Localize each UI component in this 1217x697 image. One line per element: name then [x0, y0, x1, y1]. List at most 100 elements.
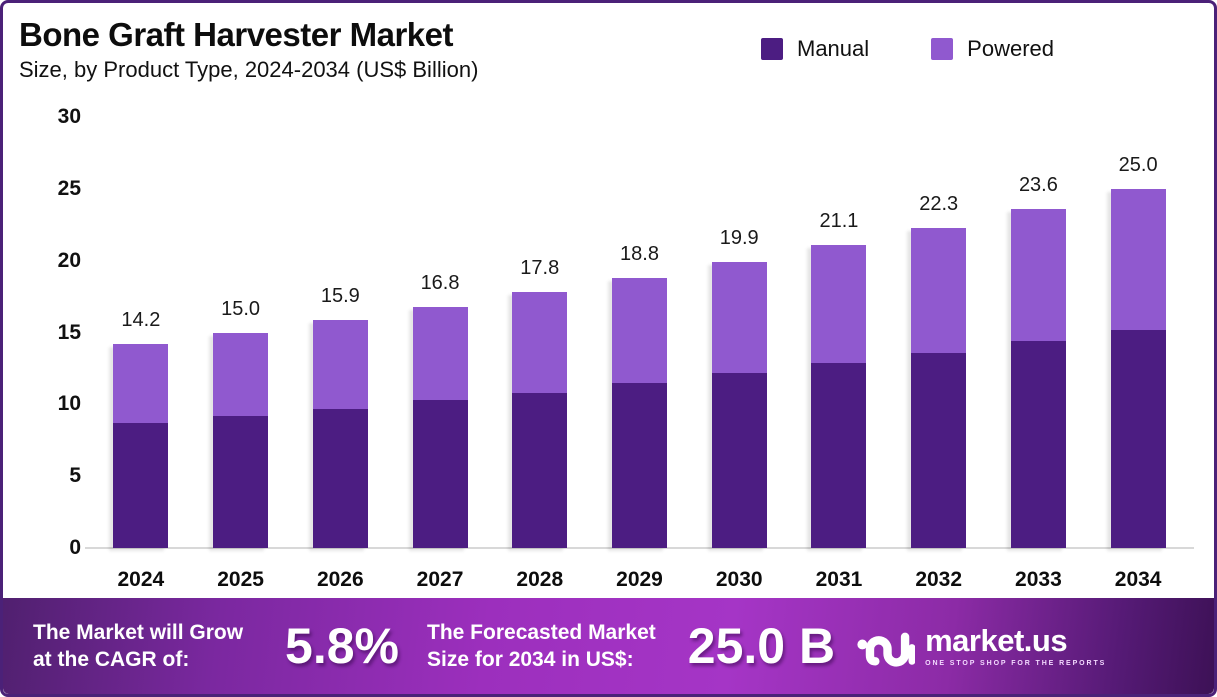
manual-segment [412, 400, 468, 548]
x-axis-label: 2034 [1114, 568, 1162, 591]
manual-segment [312, 408, 368, 548]
manual-segment [213, 415, 269, 548]
y-tick-label: 20 [57, 248, 81, 272]
bar-group-2026: 15.9 2026 [312, 117, 368, 591]
manual-segment [612, 382, 667, 548]
manual-segment [811, 362, 867, 548]
powered-segment [512, 292, 568, 393]
powered-segment [312, 319, 368, 409]
x-axis-label: 2032 [915, 568, 963, 591]
x-axis-label: 2024 [117, 568, 165, 591]
cagr-label-line2: at the CAGR of: [33, 648, 190, 671]
manual-segment [512, 392, 568, 548]
powered-segment [113, 344, 169, 424]
footer-banner: The Market will Grow at the CAGR of: 5.8… [3, 598, 1214, 694]
powered-segment [811, 244, 867, 363]
legend-label: Manual [797, 36, 870, 61]
powered-segment [1110, 188, 1166, 330]
y-axis: 0 5 10 15 20 25 30 [13, 105, 81, 559]
marketus-squiggle-icon [857, 632, 916, 667]
x-axis-label: 2029 [616, 568, 663, 591]
bar-stack [612, 277, 667, 548]
bar-total-label: 16.8 [420, 271, 460, 294]
bar-group-2031: 21.1 2031 [811, 117, 867, 591]
forecast-label-line1: The Forecasted Market [427, 620, 656, 644]
bar-stack [1110, 188, 1166, 548]
bar-total-label: 18.8 [620, 242, 659, 265]
y-tick-label: 30 [57, 105, 81, 128]
manual-swatch-icon [761, 38, 783, 60]
bar-total-label: 25.0 [1118, 153, 1158, 176]
x-axis-baseline [85, 547, 1194, 549]
y-tick-label: 25 [57, 176, 81, 200]
x-axis-label: 2033 [1015, 568, 1062, 591]
powered-segment [612, 277, 667, 383]
brand-tagline: ONE STOP SHOP FOR THE REPORTS [925, 660, 1107, 667]
x-axis-label: 2028 [516, 568, 564, 591]
manual-segment [1110, 329, 1166, 548]
forecast-label: The Forecasted Market Size for 2034 in U… [427, 619, 656, 674]
bar-total-label: 22.3 [919, 192, 959, 215]
bar-total-label: 21.1 [819, 209, 859, 232]
bar-total-label: 19.9 [719, 227, 759, 250]
bar-stack [911, 227, 967, 548]
bar-group-2033: 23.6 2033 [1010, 117, 1066, 591]
bar-stack [1010, 208, 1066, 548]
forecast-label-line2: Size for 2034 in US$: [427, 648, 634, 671]
manual-segment [911, 352, 967, 548]
legend: Manual Powered [761, 36, 1054, 62]
bar-stack [512, 292, 568, 548]
brand-text: market.us ONE STOP SHOP FOR THE REPORTS [925, 625, 1106, 667]
cagr-label-line1: The Market will Grow [33, 620, 244, 644]
x-axis-label: 2027 [416, 568, 464, 591]
header: Bone Graft Harvester Market Size, by Pro… [19, 16, 479, 83]
bar-group-2034: 25.0 2034 [1110, 117, 1166, 591]
powered-segment [711, 262, 767, 373]
x-axis-label: 2031 [815, 568, 863, 591]
legend-item-manual: Manual [761, 36, 869, 62]
bar-group-2024: 14.2 2024 [113, 117, 169, 591]
bar-stack [213, 332, 269, 548]
manual-segment [1010, 341, 1066, 548]
bar-group-2028: 17.8 2028 [512, 117, 568, 591]
bar-stack [412, 306, 468, 548]
powered-segment [213, 332, 269, 416]
bar-total-label: 14.2 [121, 309, 161, 331]
powered-segment [1010, 208, 1066, 342]
powered-segment [412, 306, 468, 401]
bar-total-label: 15.0 [221, 297, 261, 320]
cagr-value: 5.8% [285, 618, 400, 674]
y-tick-label: 15 [57, 320, 81, 344]
bar-group-2030: 19.9 2030 [711, 117, 767, 591]
legend-label: Powered [967, 36, 1054, 61]
x-axis-label: 2026 [316, 568, 364, 591]
bar-stack [711, 262, 767, 548]
manual-segment [113, 423, 169, 548]
bar-stack [113, 344, 169, 548]
cagr-label: The Market will Grow at the CAGR of: [33, 619, 243, 674]
manual-segment [711, 372, 767, 548]
forecast-value: 25.0 B [687, 618, 836, 674]
x-axis-label: 2025 [217, 568, 264, 591]
x-axis-label: 2030 [715, 568, 763, 591]
bar-group-2025: 15.0 2025 [213, 117, 269, 591]
powered-segment [911, 227, 967, 353]
y-tick-label: 0 [69, 536, 81, 559]
bar-total-label: 17.8 [520, 257, 560, 280]
bar-total-label: 23.6 [1018, 173, 1058, 196]
y-tick-label: 5 [69, 464, 81, 488]
legend-item-powered: Powered [931, 36, 1054, 62]
page-title: Bone Graft Harvester Market [19, 16, 454, 53]
bar-total-label: 15.9 [320, 284, 360, 307]
stacked-bar-plot: 14.2 2024 15.0 2025 15.9 2026 16.8 2027 17.8 2028… [85, 117, 1194, 591]
bar-group-2027: 16.8 2027 [412, 117, 468, 591]
bar-stack [811, 244, 867, 548]
bar-stack [312, 319, 368, 548]
brand-name: market.us [925, 623, 1068, 658]
y-tick-label: 10 [57, 392, 81, 416]
bar-group-2032: 22.3 2032 [911, 117, 967, 591]
chart-subtitle: Size, by Product Type, 2024-2034 (US$ Bi… [19, 57, 479, 83]
bar-group-2029: 18.8 2029 [612, 117, 667, 591]
powered-swatch-icon [931, 38, 954, 60]
